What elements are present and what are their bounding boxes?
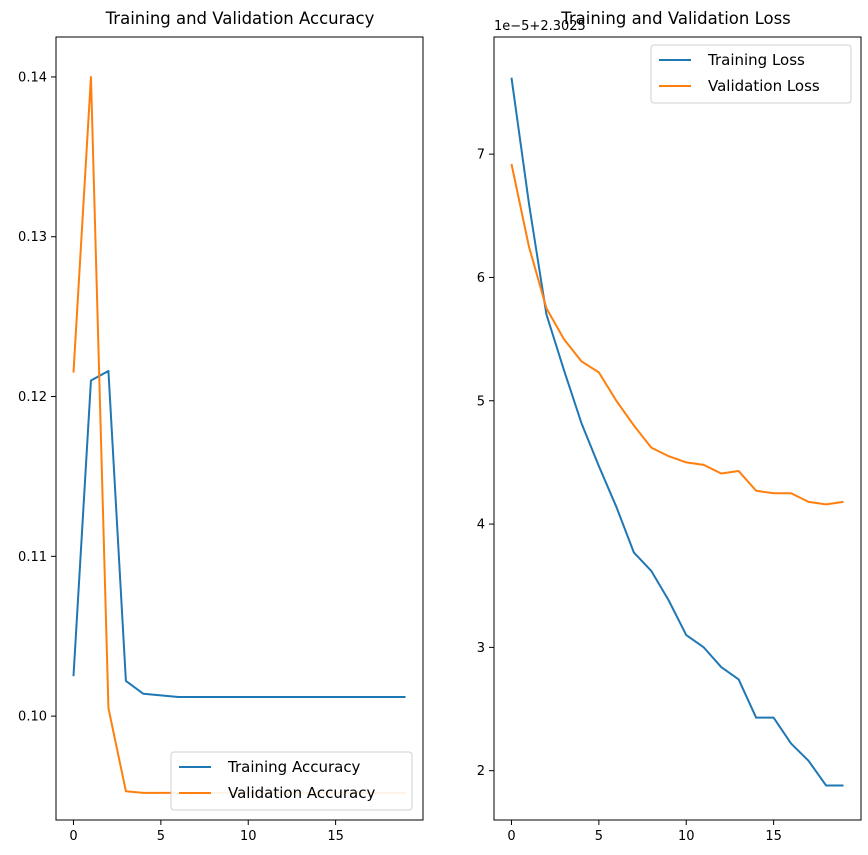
loss-ytick-label-0: 2 [477,764,485,779]
accuracy-legend: Training Accuracy Validation Accuracy [170,751,413,811]
loss-xtick-label-0: 0 [507,829,515,844]
loss-offset-label: 1e−5+2.3025 [494,19,586,34]
accuracy-series-line-0 [72,369,406,698]
accuracy-legend-label-1: Validation Accuracy [228,784,375,802]
loss-ytick-label-2: 4 [477,518,485,533]
loss-legend-label-1: Validation Loss [708,77,820,95]
loss-axes-frame [493,36,862,821]
loss-ytick-label-3: 5 [477,394,485,409]
loss-ytick-label-4: 6 [477,271,485,286]
loss-ytick-label-1: 3 [477,641,485,656]
accuracy-series-line-1 [72,75,406,794]
loss-legend-box [650,44,852,104]
accuracy-ytick-label-1: 0.11 [18,550,47,565]
accuracy-ytick-label-3: 0.13 [18,230,47,245]
accuracy-ticks: 0 5 10 15 0.10 0.11 0.12 0.13 0.14 [18,70,344,844]
accuracy-axes-frame [55,36,424,821]
accuracy-xtick-label-0: 0 [69,829,77,844]
loss-panel: 1e−5+2.3025 Training and Validation Loss… [477,9,862,844]
accuracy-ytick-label-2: 0.12 [18,390,47,405]
accuracy-marks [72,75,406,794]
accuracy-ytick-label-4: 0.14 [18,70,47,85]
accuracy-xtick-label-2: 10 [240,829,257,844]
loss-xtick-label-3: 15 [765,829,782,844]
accuracy-panel: Training and Validation Accuracy 0 5 10 150… [18,9,424,844]
accuracy-ytick-label-0: 0.10 [18,710,47,725]
loss-series-line-1 [510,163,844,506]
accuracy-xtick-label-3: 15 [327,829,344,844]
accuracy-legend-box [170,751,413,811]
loss-chart-title: Training and Validation Loss [560,9,791,28]
loss-ticks: 0 5 10 15 2 3 4 5 6 7 [477,148,782,844]
loss-xtick-label-2: 10 [678,829,695,844]
accuracy-chart-title: Training and Validation Accuracy [105,9,375,28]
loss-ytick-label-5: 7 [477,148,485,163]
accuracy-xtick-label-1: 5 [157,829,165,844]
loss-xtick-label-1: 5 [595,829,603,844]
loss-series-line-0 [510,77,844,787]
loss-marks [510,77,844,787]
loss-legend: Training Loss Validation Loss [650,44,852,104]
loss-legend-label-0: Training Loss [707,51,805,69]
accuracy-legend-label-0: Training Accuracy [227,758,361,776]
